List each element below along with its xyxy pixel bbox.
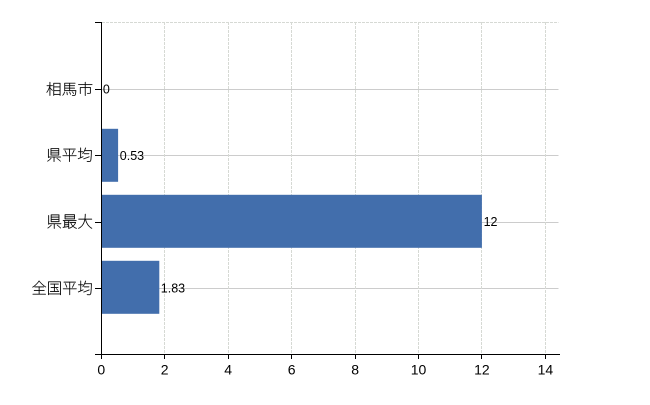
svg-text:10: 10 [411,362,427,378]
svg-text:8: 8 [351,362,359,378]
svg-text:12: 12 [484,215,498,229]
svg-text:0.53: 0.53 [120,149,144,163]
svg-text:4: 4 [224,362,232,378]
svg-text:0: 0 [97,362,105,378]
svg-text:6: 6 [288,362,296,378]
svg-text:2: 2 [161,362,169,378]
svg-text:0: 0 [103,83,110,97]
svg-text:1.83: 1.83 [161,282,185,296]
svg-text:14: 14 [538,362,554,378]
svg-text:12: 12 [474,362,490,378]
